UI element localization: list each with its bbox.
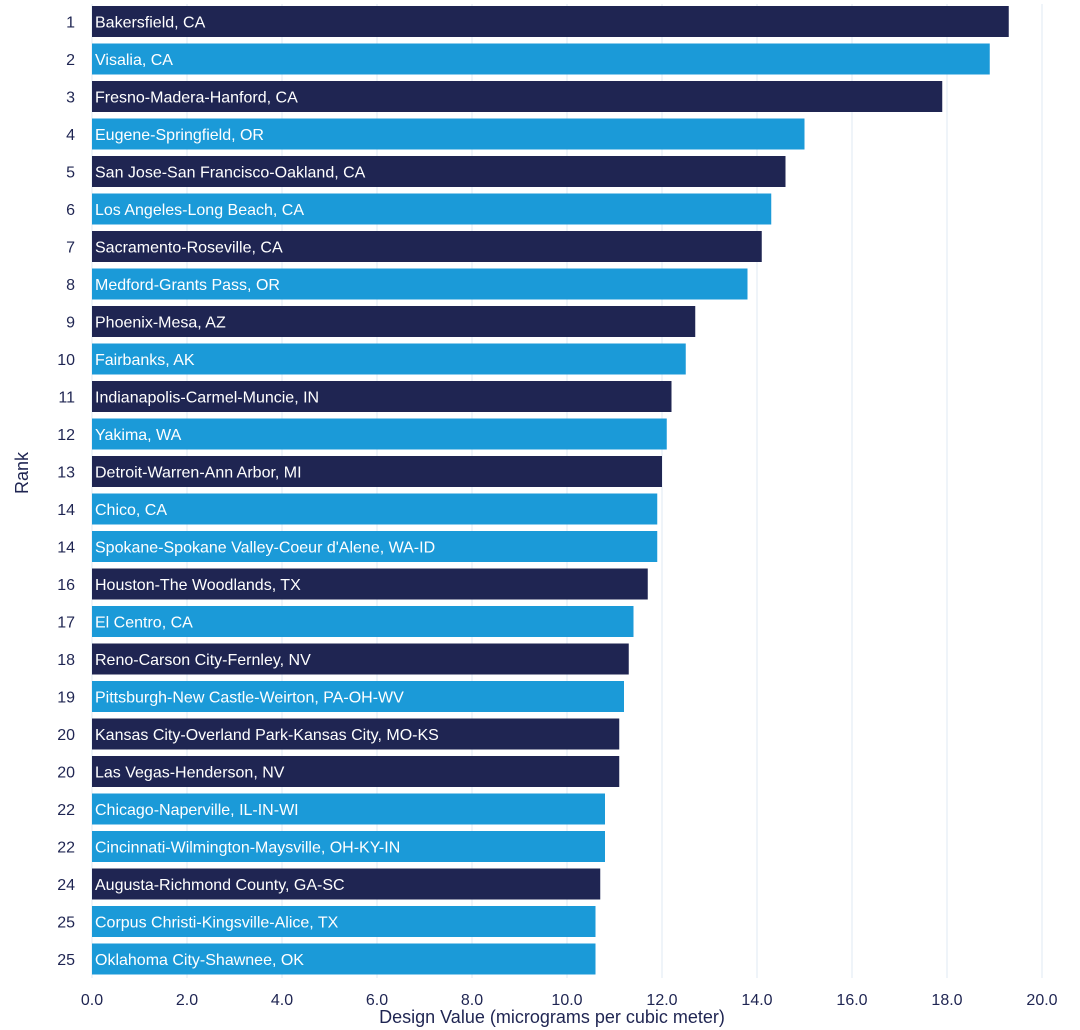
rank-label: 11 (58, 390, 75, 407)
bars: Bakersfield, CA Visalia, CA Fresno-Madera-… (92, 6, 1009, 975)
bar (92, 268, 748, 300)
rank-label: 9 (66, 315, 75, 332)
rank-label: 13 (57, 465, 75, 482)
bar-label: Medford-Grants Pass, OR (95, 277, 280, 294)
bar-label: Fresno-Madera-Hanford, CA (95, 90, 298, 107)
bar (92, 793, 605, 825)
rank-label: 25 (57, 915, 75, 932)
rank-label: 7 (66, 240, 75, 257)
rank-label: 16 (57, 577, 75, 594)
bar-label: Corpus Christi-Kingsville-Alice, TX (95, 915, 339, 932)
bar-label: Spokane-Spokane Valley-Coeur d'Alene, WA… (95, 540, 435, 557)
rank-label: 24 (57, 877, 75, 894)
bar-label: Detroit-Warren-Ann Arbor, MI (95, 465, 302, 482)
bar-label: Chicago-Naperville, IL-IN-WI (95, 802, 299, 819)
x-tick-label: 18.0 (931, 992, 962, 1009)
bar-label: Yakima, WA (95, 427, 182, 444)
x-tick-label: 16.0 (836, 992, 867, 1009)
bar (92, 381, 672, 412)
bar (92, 456, 662, 487)
bar (92, 418, 667, 450)
bar (92, 306, 696, 337)
bar-label: Reno-Carson City-Fernley, NV (95, 652, 311, 669)
bar (92, 906, 596, 937)
rank-label: 18 (57, 652, 75, 669)
rank-label: 17 (57, 615, 75, 632)
rank-label: 6 (66, 202, 75, 219)
rank-label: 25 (57, 952, 75, 969)
bar (92, 568, 648, 600)
bar (92, 81, 943, 112)
bar-label: El Centro, CA (95, 615, 193, 632)
x-tick-label: 10.0 (551, 992, 582, 1009)
bar (92, 6, 1009, 37)
bar-label: San Jose-San Francisco-Oakland, CA (95, 165, 366, 182)
rank-label: 3 (66, 90, 75, 107)
x-tick-label: 4.0 (271, 992, 293, 1009)
bar (92, 156, 786, 187)
bar-label: Las Vegas-Henderson, NV (95, 765, 285, 782)
rank-labels: 1234567891011121314141617181920202222242… (57, 15, 75, 970)
x-tick-labels: 0.0 2.0 4.0 6.0 8.0 10.0 12.0 14.0 16.0 18.0 20.0 (81, 992, 1058, 1009)
bar-label: Fairbanks, AK (95, 352, 195, 369)
bar (92, 681, 624, 712)
x-tick-label: 12.0 (646, 992, 677, 1009)
bar (92, 43, 990, 75)
bar (92, 118, 805, 150)
bar-label: Kansas City-Overland Park-Kansas City, M… (95, 727, 439, 744)
rank-label: 8 (66, 277, 75, 294)
bar (92, 756, 620, 787)
x-tick-label: 0.0 (81, 992, 103, 1009)
bar (92, 831, 605, 862)
bar (92, 868, 601, 900)
bar (92, 606, 634, 637)
bar-label: Visalia, CA (95, 52, 173, 69)
rank-label: 22 (57, 802, 75, 819)
bar-label: Augusta-Richmond County, GA-SC (95, 877, 345, 894)
rank-label: 22 (57, 840, 75, 857)
bar (92, 943, 596, 975)
bar (92, 718, 620, 750)
bar (92, 231, 762, 262)
rank-label: 5 (66, 165, 75, 182)
bar (92, 643, 629, 675)
x-axis-title: Design Value (micrograms per cubic meter… (379, 1007, 725, 1027)
bar (92, 193, 772, 225)
bar-label: Phoenix-Mesa, AZ (95, 315, 226, 332)
x-tick-label: 2.0 (176, 992, 198, 1009)
rank-label: 14 (57, 502, 75, 519)
x-tick-label: 6.0 (366, 992, 388, 1009)
bar-label: Los Angeles-Long Beach, CA (95, 202, 304, 219)
bar-label: Oklahoma City-Shawnee, OK (95, 952, 304, 969)
bar-label: Houston-The Woodlands, TX (95, 577, 301, 594)
rank-label: 19 (57, 690, 75, 707)
x-tick-label: 8.0 (461, 992, 483, 1009)
bar-label: Cincinnati-Wilmington-Maysville, OH-KY-I… (95, 840, 400, 857)
rank-label: 20 (57, 765, 75, 782)
bar-label: Bakersfield, CA (95, 15, 206, 32)
rank-label: 14 (57, 540, 75, 557)
rank-label: 10 (57, 352, 75, 369)
x-tick-label: 20.0 (1026, 992, 1057, 1009)
y-axis-title: Rank (12, 451, 32, 494)
rank-label: 4 (66, 127, 75, 144)
rank-label: 12 (57, 427, 75, 444)
bar-label: Indianapolis-Carmel-Muncie, IN (95, 390, 319, 407)
bar (92, 531, 658, 562)
rank-label: 20 (57, 727, 75, 744)
rank-label: 2 (66, 52, 75, 69)
bar-label: Sacramento-Roseville, CA (95, 240, 283, 257)
bar (92, 343, 686, 375)
bar-label: Pittsburgh-New Castle-Weirton, PA-OH-WV (95, 690, 404, 707)
rank-label: 1 (66, 15, 75, 32)
x-tick-label: 14.0 (741, 992, 772, 1009)
bar-label: Chico, CA (95, 502, 167, 519)
bar-label: Eugene-Springfield, OR (95, 127, 264, 144)
bar (92, 493, 658, 525)
